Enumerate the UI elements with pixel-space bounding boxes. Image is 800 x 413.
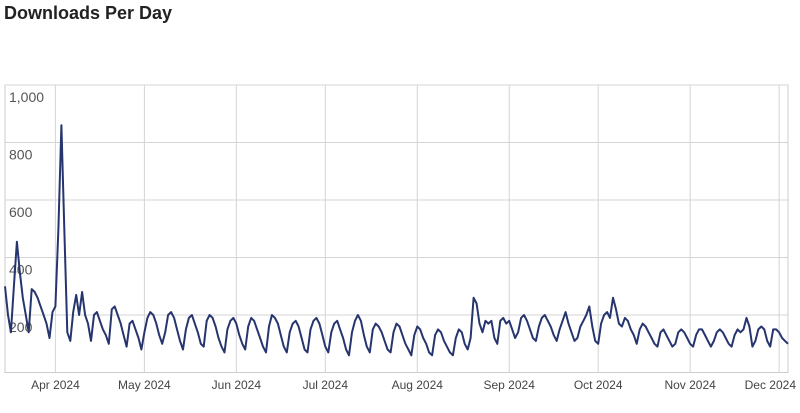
x-tick-label: Jul 2024 [303,378,349,392]
x-tick-label: Dec 2024 [745,378,797,392]
y-tick-label: 800 [9,147,33,163]
x-tick-label: Apr 2024 [31,378,80,392]
x-tick-label: Nov 2024 [664,378,716,392]
chart-title: Downloads Per Day [4,3,172,23]
x-tick-label: Jun 2024 [212,378,262,392]
y-tick-label: 1,000 [9,89,44,105]
x-tick-label: Sep 2024 [484,378,536,392]
x-tick-label: May 2024 [118,378,171,392]
x-tick-label: Oct 2024 [574,378,623,392]
y-tick-label: 600 [9,204,33,220]
data-line [4,124,789,357]
x-tick-label: Aug 2024 [392,378,444,392]
